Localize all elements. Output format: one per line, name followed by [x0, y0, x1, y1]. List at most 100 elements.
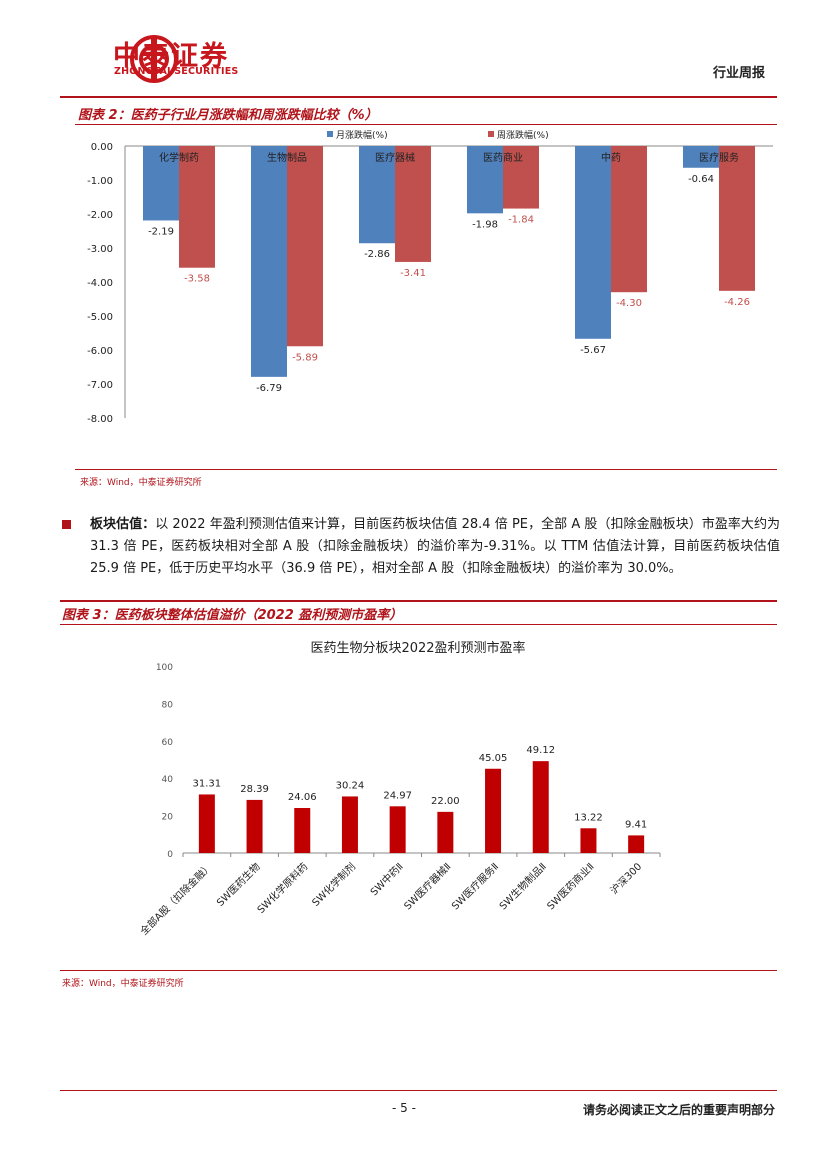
y-tick-label: 100 [156, 663, 173, 673]
category-label: 医疗器械 [375, 151, 415, 164]
bar [611, 146, 647, 293]
y-tick-label: -3.00 [87, 244, 113, 255]
figure2-bottom-divider [75, 469, 777, 470]
bar [198, 794, 215, 853]
category-label: 医药商业 [483, 151, 523, 164]
data-label: 24.97 [383, 790, 412, 801]
bar [359, 146, 395, 244]
bar [467, 146, 503, 214]
page-number: - 5 - [392, 1101, 416, 1115]
category-label: SW医药生物 [214, 860, 263, 909]
report-type: 行业周报 [712, 66, 765, 81]
y-tick-label: 40 [162, 775, 174, 785]
data-label: 31.31 [193, 778, 222, 789]
bar [251, 146, 287, 377]
paragraph-lead: 板块估值： [90, 517, 156, 532]
data-label: -6.79 [256, 383, 282, 394]
bar [294, 808, 311, 853]
bar [485, 768, 502, 853]
paragraph-text: 以 2022 年盈利预测估值来计算，目前医药板块估值 28.4 倍 PE，全部 … [90, 517, 780, 576]
category-label: SW医疗服务Ⅱ [449, 860, 501, 912]
data-label: 9.41 [625, 819, 647, 830]
figure3-top-divider [60, 600, 777, 602]
bar [532, 761, 549, 853]
header-divider [60, 96, 777, 98]
data-label: 13.22 [574, 812, 603, 823]
data-label: -2.19 [148, 226, 174, 237]
y-tick-label: 60 [162, 738, 174, 748]
data-label: 22.00 [431, 796, 460, 807]
data-label: -4.30 [616, 298, 642, 309]
figure2-source: 来源：Wind，中泰证券研究所 [80, 478, 202, 488]
figure2-chart: 0.00 -1.00 -2.00 -3.00 -4.00 -5.00 -6.00 -7.00 -… [87, 129, 773, 425]
y-tick-label: 0 [167, 850, 173, 860]
legend-label: 周涨跌幅(%) [497, 129, 549, 141]
figure3-title-divider [60, 624, 777, 625]
legend-swatch [488, 131, 494, 137]
bar [143, 146, 179, 221]
data-label: 45.05 [479, 753, 508, 764]
y-tick-label: -7.00 [87, 380, 113, 391]
bar [628, 835, 645, 853]
bar [719, 146, 755, 291]
bar [575, 146, 611, 339]
category-label: 中药 [601, 151, 621, 164]
y-tick-label: -2.00 [87, 210, 113, 221]
y-tick-label: -1.00 [87, 176, 113, 187]
chart-title: 医药生物分板块2022盈利预测市盈率 [310, 640, 525, 656]
category-label: SW化学制剂 [309, 860, 358, 909]
data-label: -0.64 [688, 174, 714, 185]
y-tick-label: 80 [162, 700, 174, 710]
data-label: -2.86 [364, 249, 390, 260]
figure3-chart: 医药生物分板块2022盈利预测市盈率 0 20 40 60 80 100 31.31 全部A股（… [137, 640, 661, 938]
y-tick-label: -5.00 [87, 312, 113, 323]
data-label: -3.58 [184, 274, 210, 285]
bar [179, 146, 215, 268]
footer-disclaimer: 请务必阅读正文之后的重要声明部分 [582, 1103, 775, 1117]
data-label: 28.39 [240, 784, 269, 795]
bar [683, 146, 719, 168]
category-label: 生物制品 [267, 151, 307, 164]
bullet-square-icon [62, 520, 71, 529]
bar [287, 146, 323, 347]
brand-name-en: ZHONGTAI SECURITIES [114, 66, 239, 77]
figure2-title: 图表 2：医药子行业月涨跌幅和周涨跌幅比较（%） [78, 108, 378, 123]
category-label: SW中药Ⅱ [367, 860, 405, 898]
category-label: 沪深300 [607, 860, 644, 897]
data-label: -1.98 [472, 219, 498, 230]
bar [580, 828, 597, 853]
category-label: SW医药商业Ⅱ [544, 860, 596, 912]
data-label: -3.41 [400, 268, 426, 279]
figure3-bottom-divider [60, 970, 777, 971]
category-label: 化学制药 [159, 151, 199, 164]
bar [246, 799, 263, 853]
category-label: SW生物制品Ⅱ [496, 860, 548, 912]
bar [341, 796, 358, 853]
zhongtai-logo-icon [130, 35, 178, 83]
category-label: SW医疗器械Ⅱ [401, 860, 453, 912]
bar [503, 146, 539, 209]
data-label: -4.26 [724, 297, 750, 308]
legend-swatch [327, 131, 333, 137]
category-label: 医疗服务 [699, 151, 739, 164]
brand-name-cn: 中泰证券 [113, 41, 229, 72]
valuation-paragraph: 板块估值：以 2022 年盈利预测估值来计算，目前医药板块估值 28.4 倍 P… [90, 514, 780, 580]
data-label: 24.06 [288, 792, 317, 803]
legend-label: 月涨跌幅(%) [336, 129, 388, 141]
y-tick-label: -6.00 [87, 346, 113, 357]
data-label: -5.89 [292, 352, 318, 363]
y-tick-label: -4.00 [87, 278, 113, 289]
y-tick-label: 20 [162, 813, 174, 823]
data-label: -1.84 [508, 215, 534, 226]
y-tick-label: 0.00 [91, 142, 113, 153]
bar [389, 806, 406, 853]
data-label: 49.12 [526, 745, 555, 756]
data-label: 30.24 [336, 780, 365, 791]
figure2-title-divider [75, 124, 777, 125]
bar [437, 811, 454, 853]
bar [395, 146, 431, 262]
footer-divider [60, 1090, 777, 1091]
category-label: SW化学原料药 [254, 860, 310, 916]
category-label: 全部A股（扣除金融） [137, 860, 215, 938]
y-tick-label: -8.00 [87, 414, 113, 425]
